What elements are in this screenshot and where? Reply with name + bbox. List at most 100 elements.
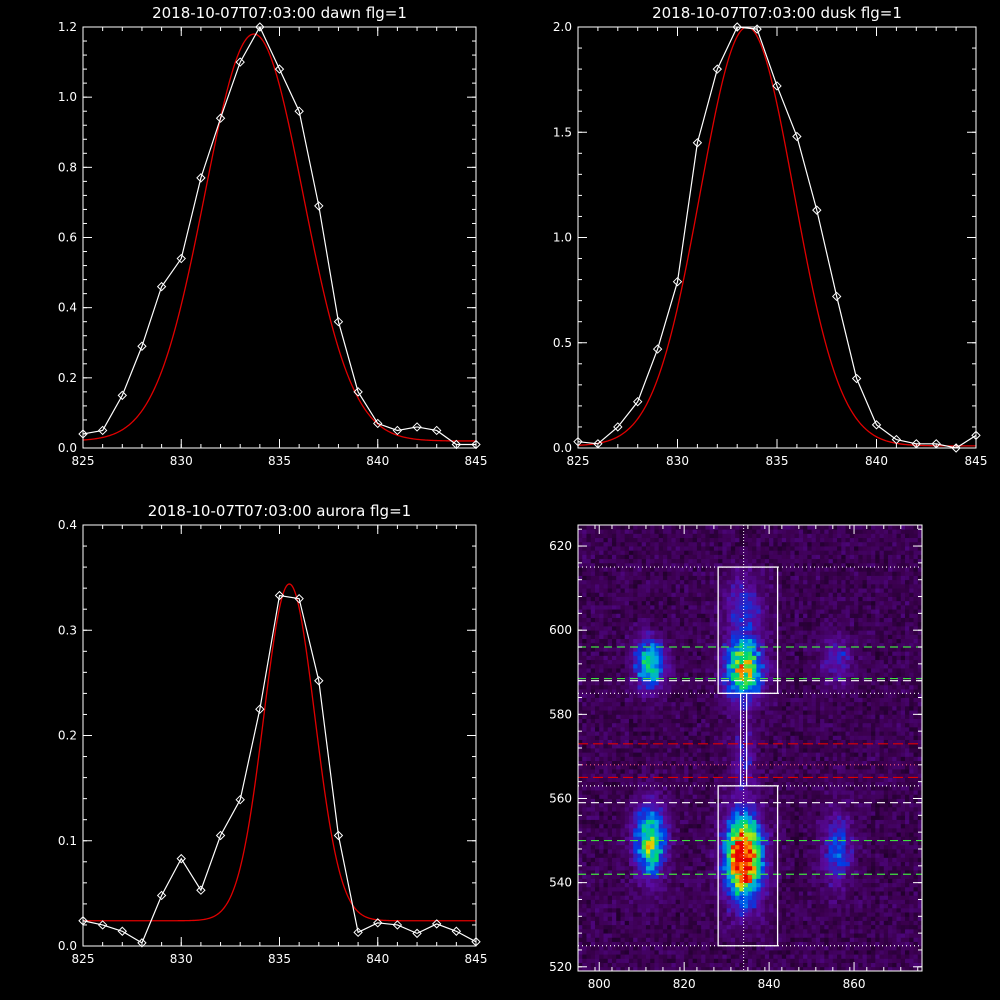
heatmap-cell <box>811 874 817 879</box>
heatmap-cell <box>696 861 702 867</box>
heatmap-cell <box>718 870 723 875</box>
heatmap-cell <box>624 886 630 892</box>
heatmap-cell <box>692 891 698 896</box>
heatmap-cell <box>599 920 604 926</box>
heatmap-cell <box>913 848 919 854</box>
heatmap-cell <box>633 853 638 858</box>
heatmap-cell <box>854 920 859 926</box>
heatmap-cell <box>735 806 740 812</box>
heatmap-cell <box>811 798 817 804</box>
heatmap-cell <box>824 739 829 745</box>
heatmap-cell <box>730 907 736 913</box>
heatmap-cell <box>888 832 893 837</box>
heatmap-cell <box>739 933 745 938</box>
heatmap-cell <box>828 748 834 753</box>
heatmap-cell <box>858 840 863 846</box>
heatmap-cell <box>777 853 783 858</box>
heatmap-cell <box>892 903 897 909</box>
heatmap-cell <box>730 857 736 863</box>
heatmap-cell <box>645 806 651 812</box>
heatmap-cell <box>705 945 711 951</box>
heatmap-cell <box>637 966 643 972</box>
heatmap-cell <box>828 815 834 820</box>
heatmap-cell <box>913 882 919 888</box>
heatmap-cell <box>913 853 919 858</box>
heatmap-cell <box>752 891 757 896</box>
heatmap-cell <box>828 912 834 917</box>
heatmap-cell <box>849 958 855 963</box>
heatmap-cell <box>820 937 825 942</box>
heatmap-cell <box>718 735 723 740</box>
heatmap-cell <box>871 811 876 816</box>
heatmap-cell <box>645 962 651 968</box>
heatmap-cell <box>866 827 872 833</box>
heatmap-cell <box>828 882 834 888</box>
heatmap-cell <box>820 836 825 841</box>
heatmap-cell <box>671 802 677 808</box>
heatmap-cell <box>599 756 604 762</box>
heatmap-cell <box>760 777 766 783</box>
data-point-diamond <box>274 590 285 601</box>
heatmap-cell <box>773 827 779 833</box>
heatmap-cell <box>620 865 626 871</box>
heatmap-cell <box>803 743 808 749</box>
heatmap-cell <box>815 836 821 841</box>
heatmap-cell <box>773 756 779 762</box>
heatmap-cell <box>828 928 834 934</box>
heatmap-cell <box>858 916 863 921</box>
heatmap-cell <box>866 760 872 766</box>
heatmap-cell <box>675 958 681 963</box>
heatmap-cell <box>620 886 626 892</box>
heatmap-cell <box>726 794 732 799</box>
heatmap-cell <box>854 958 859 963</box>
heatmap-cell <box>879 748 885 753</box>
heatmap-cell <box>913 769 919 774</box>
heatmap-cell <box>866 743 872 749</box>
heatmap-cell <box>705 949 711 955</box>
heatmap-cell <box>820 865 825 871</box>
heatmap-cell <box>684 823 689 829</box>
heatmap-cell <box>798 865 804 871</box>
heatmap-cell <box>637 949 643 955</box>
heatmap-cell <box>807 861 812 867</box>
heatmap-cell <box>875 815 880 820</box>
heatmap-cell <box>849 870 855 875</box>
heatmap-cell <box>684 811 689 816</box>
heatmap-cell <box>679 907 685 913</box>
heatmap-cell <box>764 958 770 963</box>
heatmap-cell <box>641 777 647 783</box>
heatmap-cell <box>862 966 868 972</box>
heatmap-cell <box>773 785 779 791</box>
heatmap-cell <box>616 785 621 791</box>
heatmap-cell <box>603 962 609 968</box>
heatmap-cell <box>888 769 893 774</box>
heatmap-cell <box>777 785 783 791</box>
heatmap-cell <box>679 878 685 884</box>
heatmap-cell <box>586 954 592 959</box>
heatmap-cell <box>845 861 851 867</box>
heatmap-cell <box>607 798 613 804</box>
heatmap-cell <box>743 937 749 942</box>
heatmap-cell <box>667 764 672 770</box>
heatmap-cell <box>883 811 889 816</box>
heatmap-cell <box>807 882 812 888</box>
heatmap-cell <box>705 895 711 900</box>
heatmap-cell <box>807 848 812 854</box>
heatmap-cell <box>718 878 723 884</box>
heatmap-cell <box>798 785 804 791</box>
heatmap-cell <box>832 861 838 867</box>
heatmap-cell <box>633 958 638 963</box>
heatmap-cell <box>611 748 617 753</box>
heatmap-cell <box>645 891 651 896</box>
heatmap-cell <box>781 878 787 884</box>
heatmap-cell <box>786 777 791 783</box>
heatmap-cell <box>616 886 621 892</box>
heatmap-cell <box>594 764 600 770</box>
heatmap-cell <box>667 844 672 850</box>
heatmap-cell <box>777 928 783 934</box>
heatmap-cell <box>590 928 596 934</box>
heatmap-cell <box>696 743 702 749</box>
heatmap-cell <box>828 861 834 867</box>
heatmap-cell <box>854 870 859 875</box>
heatmap-cell <box>578 798 583 804</box>
